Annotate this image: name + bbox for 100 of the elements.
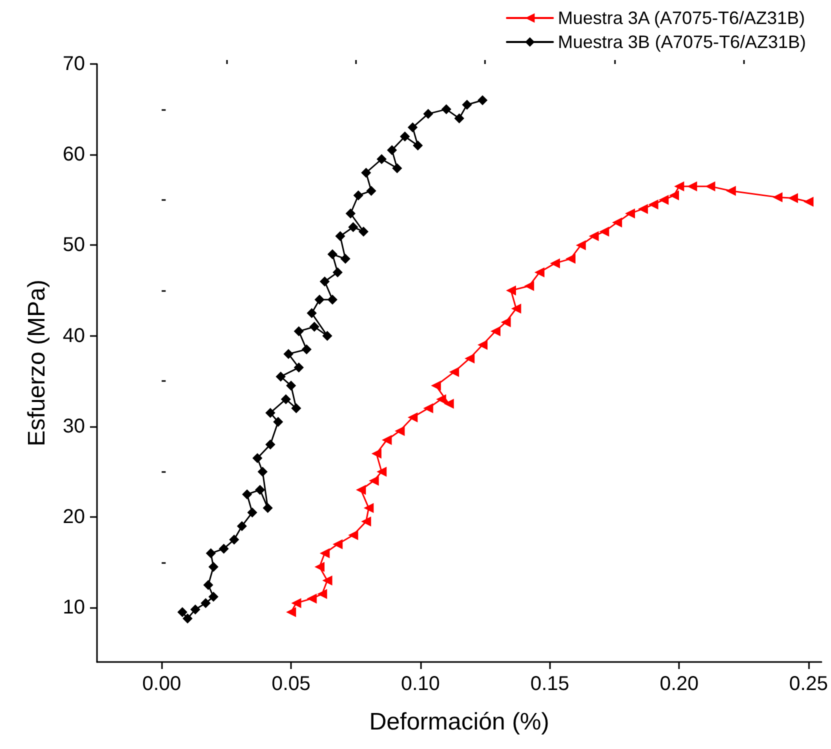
x-tick-label: 0.05 xyxy=(272,673,311,695)
legend-label: Muestra 3A (A7075-T6/AZ31B) xyxy=(558,8,806,28)
point xyxy=(449,367,460,378)
point xyxy=(265,440,276,450)
point xyxy=(394,426,405,436)
point xyxy=(276,372,286,382)
point xyxy=(317,589,328,600)
point xyxy=(376,154,387,164)
point xyxy=(462,100,472,110)
point xyxy=(408,412,418,422)
point xyxy=(208,592,218,602)
point xyxy=(441,104,452,114)
x-tick-label: 0.20 xyxy=(660,673,699,695)
point xyxy=(668,190,679,200)
point xyxy=(490,326,500,336)
point xyxy=(203,580,214,590)
point xyxy=(534,267,544,278)
point xyxy=(247,508,258,518)
point xyxy=(291,403,302,414)
point xyxy=(346,208,356,218)
x-tick-label: 0.25 xyxy=(789,673,828,695)
point xyxy=(314,294,325,305)
point xyxy=(436,394,446,404)
point xyxy=(524,280,534,291)
point xyxy=(302,344,312,354)
point xyxy=(348,222,358,232)
y-tick-label: 10 xyxy=(62,596,85,619)
point xyxy=(430,380,441,391)
point xyxy=(340,254,350,264)
point xyxy=(255,484,266,495)
point xyxy=(182,614,193,624)
point xyxy=(320,548,330,558)
point xyxy=(612,218,622,228)
y-tick-label: 20 xyxy=(62,506,85,528)
y-tick-label: 60 xyxy=(62,144,85,166)
point xyxy=(454,113,464,124)
point xyxy=(252,453,262,464)
point xyxy=(500,317,511,328)
x-axis-title: Deformación (%) xyxy=(369,708,550,736)
point xyxy=(361,168,372,178)
point xyxy=(371,448,382,459)
point xyxy=(265,408,276,418)
point xyxy=(309,322,320,332)
point xyxy=(478,340,488,350)
point xyxy=(625,208,636,218)
y-tick-label: 50 xyxy=(62,234,85,256)
point xyxy=(464,353,475,364)
point xyxy=(283,348,294,359)
x-tick-label: 0.00 xyxy=(142,673,182,695)
point xyxy=(726,186,736,196)
point xyxy=(376,466,387,477)
point xyxy=(286,380,296,391)
point xyxy=(286,607,296,618)
point xyxy=(177,607,188,618)
point xyxy=(358,226,369,237)
legend-label: Muestra 3B (A7075-T6/AZ31B) xyxy=(558,32,806,52)
point xyxy=(294,326,304,336)
point xyxy=(322,330,332,341)
point xyxy=(258,466,268,477)
point xyxy=(353,190,364,200)
point xyxy=(386,145,397,156)
point xyxy=(658,194,669,205)
point xyxy=(200,598,211,608)
point xyxy=(638,204,648,214)
point xyxy=(674,181,684,192)
point xyxy=(356,484,366,495)
point xyxy=(511,304,522,314)
point xyxy=(423,403,434,414)
point xyxy=(335,231,346,242)
point xyxy=(648,199,658,210)
point xyxy=(400,131,410,142)
point xyxy=(242,489,252,500)
point xyxy=(478,95,488,106)
point xyxy=(366,186,376,196)
point xyxy=(280,394,291,404)
x-tick-label: 0.10 xyxy=(400,673,440,695)
point xyxy=(190,604,200,614)
point xyxy=(273,416,284,427)
point xyxy=(599,226,610,237)
point xyxy=(364,502,374,513)
point xyxy=(327,294,338,305)
y-tick-label: 40 xyxy=(62,324,85,347)
point xyxy=(788,193,798,204)
point xyxy=(236,521,247,532)
point xyxy=(588,231,599,242)
point xyxy=(444,398,454,409)
point xyxy=(408,122,418,132)
y-tick-label: 70 xyxy=(62,53,85,75)
point xyxy=(565,254,576,264)
point xyxy=(291,598,302,608)
x-tick-label: 0.15 xyxy=(530,673,570,695)
point xyxy=(327,249,338,260)
point xyxy=(361,516,372,527)
point xyxy=(262,502,273,513)
y-axis-title: Esfuerzo (MPa) xyxy=(24,280,50,446)
point xyxy=(332,539,343,550)
point xyxy=(392,163,402,174)
point xyxy=(804,196,814,207)
point xyxy=(314,562,325,572)
point xyxy=(229,534,240,545)
